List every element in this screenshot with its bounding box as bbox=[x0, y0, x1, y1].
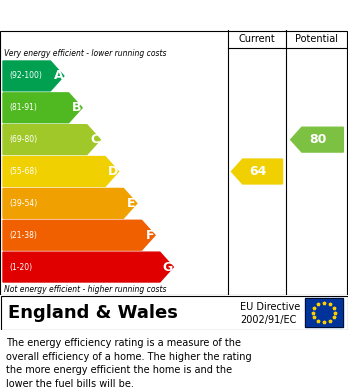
Polygon shape bbox=[3, 188, 137, 218]
Text: G: G bbox=[163, 260, 173, 274]
Text: England & Wales: England & Wales bbox=[8, 303, 178, 321]
Text: (92-100): (92-100) bbox=[9, 72, 42, 81]
Text: Energy Efficiency Rating: Energy Efficiency Rating bbox=[10, 7, 220, 23]
Text: Potential: Potential bbox=[295, 34, 339, 44]
Text: (69-80): (69-80) bbox=[9, 135, 37, 144]
Text: C: C bbox=[90, 133, 100, 146]
Text: The energy efficiency rating is a measure of the: The energy efficiency rating is a measur… bbox=[6, 338, 241, 348]
Polygon shape bbox=[3, 156, 119, 187]
Bar bbox=[305, 298, 343, 327]
Text: Current: Current bbox=[239, 34, 275, 44]
Text: (21-38): (21-38) bbox=[9, 231, 37, 240]
Polygon shape bbox=[3, 252, 173, 282]
Text: EU Directive: EU Directive bbox=[240, 302, 300, 312]
Polygon shape bbox=[231, 159, 283, 184]
Text: lower the fuel bills will be.: lower the fuel bills will be. bbox=[6, 379, 134, 389]
Text: Not energy efficient - higher running costs: Not energy efficient - higher running co… bbox=[4, 285, 166, 294]
Text: the more energy efficient the home is and the: the more energy efficient the home is an… bbox=[6, 365, 232, 375]
Text: 2002/91/EC: 2002/91/EC bbox=[240, 314, 296, 325]
Text: E: E bbox=[127, 197, 136, 210]
Text: (1-20): (1-20) bbox=[9, 263, 32, 272]
Text: D: D bbox=[108, 165, 118, 178]
Text: (39-54): (39-54) bbox=[9, 199, 37, 208]
Text: B: B bbox=[72, 101, 81, 114]
Bar bbox=[305, 298, 343, 327]
Polygon shape bbox=[3, 125, 100, 154]
Polygon shape bbox=[291, 127, 343, 152]
Text: F: F bbox=[145, 229, 154, 242]
Polygon shape bbox=[3, 220, 155, 250]
Polygon shape bbox=[3, 93, 82, 123]
Text: (81-91): (81-91) bbox=[9, 103, 37, 112]
Polygon shape bbox=[3, 61, 64, 91]
Text: 64: 64 bbox=[250, 165, 267, 178]
Text: overall efficiency of a home. The higher the rating: overall efficiency of a home. The higher… bbox=[6, 352, 252, 362]
Text: 80: 80 bbox=[309, 133, 327, 146]
Text: A: A bbox=[54, 70, 63, 83]
Text: (55-68): (55-68) bbox=[9, 167, 37, 176]
Text: Very energy efficient - lower running costs: Very energy efficient - lower running co… bbox=[4, 50, 166, 59]
